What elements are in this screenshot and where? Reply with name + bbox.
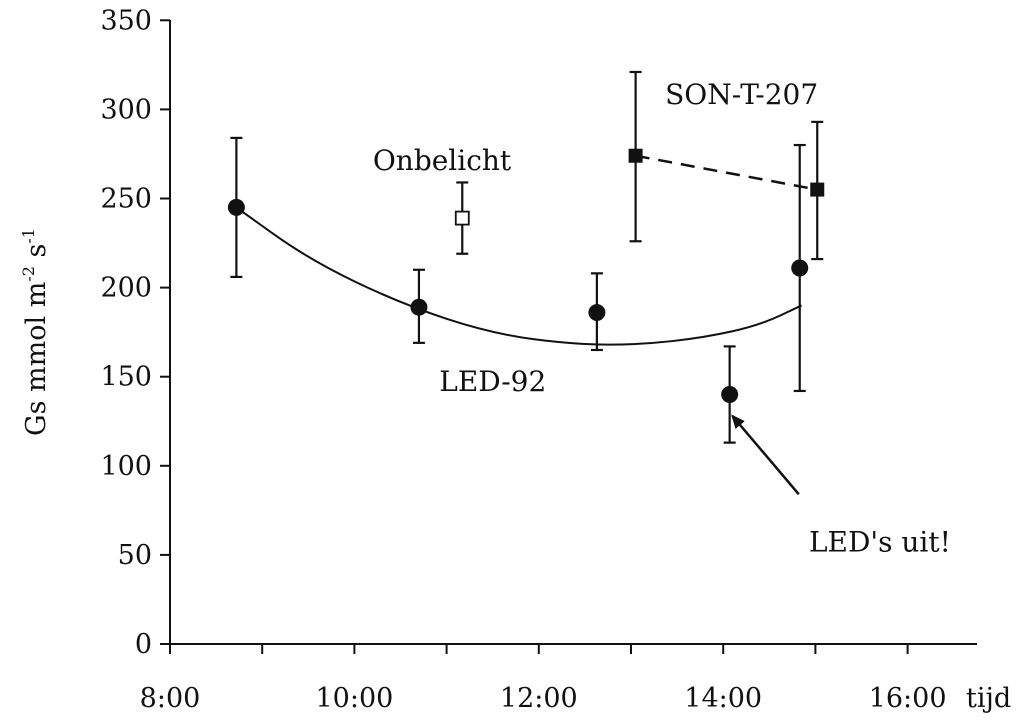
x-tick-label: 14:00	[684, 683, 762, 714]
son-t-207-connector	[635, 154, 818, 191]
y-tick-label: 200	[100, 273, 152, 304]
plot-area	[227, 70, 825, 444]
led-92-point	[791, 259, 809, 277]
led-92-point	[588, 304, 606, 322]
annotation-label: Onbelicht	[373, 144, 512, 177]
x-tick-label: 8:00	[140, 683, 201, 714]
y-axis-label-base: Gs mmol m	[21, 282, 52, 436]
x-axis-label: tijd	[966, 683, 1011, 714]
y-axis-label-sup1: -2	[19, 266, 38, 282]
x-tick-label: 10:00	[315, 683, 393, 714]
y-tick-label: 350	[100, 5, 152, 36]
son-t-207-point	[628, 148, 643, 163]
x-ticks: 8:00 10:00 12:00 14:00 16:00	[140, 644, 947, 714]
son-t-207-point	[810, 182, 825, 197]
y-axis-label-sup2: -1	[19, 228, 38, 244]
led-92-point	[721, 386, 739, 404]
y-tick-label: 100	[100, 451, 152, 482]
y-ticks: 0 50 100 150 200 250 300 350	[100, 5, 170, 660]
y-tick-label: 0	[135, 629, 152, 660]
y-tick-label: 150	[100, 362, 152, 393]
annotation-label: SON-T-207	[665, 78, 818, 111]
annotation-label: LED's uit!	[809, 525, 951, 558]
led-92-point	[410, 298, 428, 316]
y-tick-label: 50	[118, 540, 152, 571]
annotations: SON-T-207 Onbelicht LED-92 LED's uit!	[373, 78, 951, 558]
y-tick-label: 300	[100, 94, 152, 125]
led-92-point	[227, 198, 245, 216]
onbelicht-point	[454, 210, 470, 226]
led-92-fit-curve	[235, 206, 802, 346]
y-tick-label: 250	[100, 184, 152, 215]
y-axis-label: Gs mmol m-2 s-1	[19, 228, 52, 436]
y-axis-label-mid: s	[21, 244, 52, 266]
annotation-label: LED-92	[439, 365, 546, 398]
x-tick-label: 16:00	[869, 683, 947, 714]
leds-off-arrow	[731, 414, 800, 496]
x-tick-label: 12:00	[500, 683, 578, 714]
